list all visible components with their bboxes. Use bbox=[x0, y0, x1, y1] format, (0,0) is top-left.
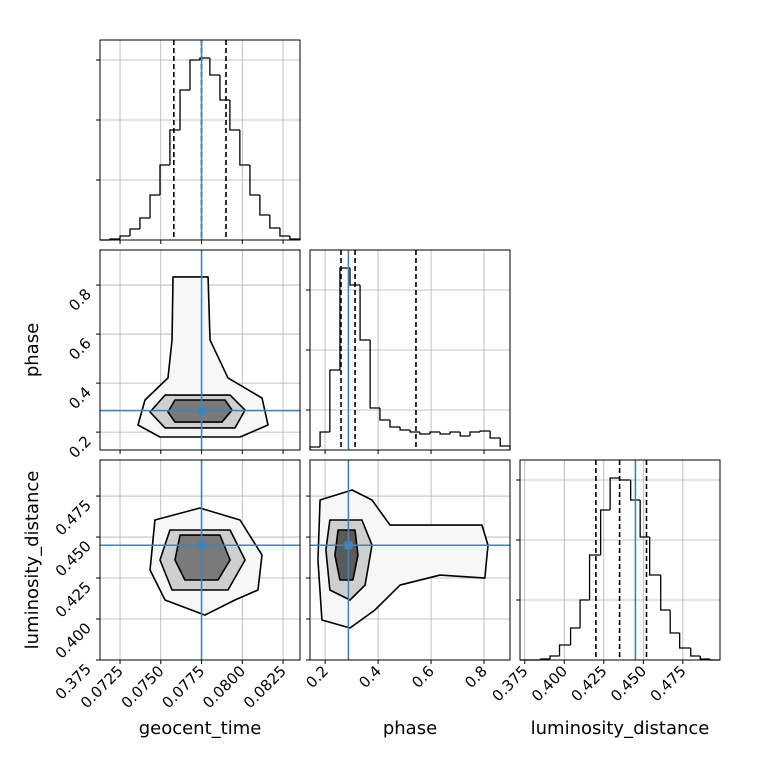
histogram-step bbox=[469, 431, 481, 436]
histogram-step bbox=[159, 164, 170, 195]
histogram-step bbox=[558, 644, 571, 656]
panel bbox=[306, 249, 511, 454]
histogram-step bbox=[289, 236, 301, 240]
histogram-step bbox=[279, 228, 290, 237]
panel: 0.2 0.4 0.6 0.8 phase bbox=[22, 249, 301, 462]
y-tick-label: 0.8 bbox=[65, 285, 95, 315]
contour bbox=[334, 529, 359, 581]
contour bbox=[174, 534, 231, 581]
histogram-step bbox=[329, 369, 340, 432]
histogram-step bbox=[359, 285, 371, 341]
histogram-step bbox=[389, 420, 401, 428]
histogram-step bbox=[588, 554, 601, 600]
histogram-step bbox=[259, 195, 270, 216]
histogram-step bbox=[669, 610, 680, 634]
histogram-step bbox=[699, 656, 710, 660]
x-tick-label: 0.8 bbox=[461, 662, 491, 692]
histogram-step bbox=[648, 537, 661, 576]
histogram-step bbox=[229, 100, 240, 131]
y-tick-label: 0.2 bbox=[65, 432, 95, 462]
y-tick-label: 0.450 bbox=[52, 537, 95, 580]
x-tick-label: 0.425 bbox=[568, 662, 611, 705]
x-tick-label: 0.0825 bbox=[240, 662, 290, 712]
histogram-step bbox=[319, 431, 330, 447]
histogram-step bbox=[189, 59, 200, 90]
histogram-step bbox=[239, 130, 250, 166]
histogram-step bbox=[599, 509, 611, 555]
histogram-step bbox=[119, 235, 130, 239]
x-tick-label: 0.0775 bbox=[159, 662, 209, 712]
x-tick-label: 0.0800 bbox=[199, 662, 249, 712]
histogram-step bbox=[139, 217, 151, 229]
histogram-step bbox=[249, 165, 260, 196]
histogram-step bbox=[399, 427, 411, 431]
panel bbox=[96, 39, 301, 244]
histogram-step bbox=[569, 627, 581, 645]
histogram-step bbox=[549, 655, 560, 659]
histogram-step bbox=[129, 228, 140, 236]
histogram-step bbox=[449, 431, 461, 434]
histogram-step bbox=[349, 268, 361, 286]
histogram-step bbox=[499, 438, 511, 450]
panel-frame bbox=[99, 249, 301, 451]
x-tick-label: 0.450 bbox=[607, 662, 650, 705]
histogram-step bbox=[219, 75, 230, 101]
panel-frame bbox=[309, 459, 511, 661]
histogram-step bbox=[339, 267, 350, 370]
histogram-step bbox=[690, 648, 701, 657]
histogram-step bbox=[419, 432, 430, 435]
histogram-step bbox=[199, 57, 210, 60]
panel-frame bbox=[99, 39, 301, 241]
histogram-step bbox=[439, 432, 451, 435]
histogram-step bbox=[630, 480, 641, 501]
histogram-step bbox=[609, 477, 620, 510]
y-tick-label: 0.6 bbox=[65, 334, 95, 364]
x-tick-label: 0.475 bbox=[647, 662, 690, 705]
panel: 0.2 0.4 0.6 0.8 phase bbox=[302, 459, 511, 739]
y-tick-label: 0.425 bbox=[52, 578, 95, 621]
histogram-step bbox=[479, 430, 491, 432]
y-axis-label: phase bbox=[22, 323, 43, 377]
truth-marker bbox=[197, 541, 206, 550]
histogram-step bbox=[660, 575, 671, 611]
x-tick-label: 0.375 bbox=[488, 662, 531, 705]
histogram-step bbox=[579, 599, 590, 628]
histogram-step bbox=[618, 478, 631, 481]
histogram-step bbox=[639, 500, 650, 538]
histogram-step bbox=[429, 431, 441, 434]
truth-marker bbox=[344, 541, 353, 550]
histogram-step bbox=[179, 89, 190, 130]
histogram-step bbox=[269, 215, 280, 229]
histogram-step bbox=[379, 408, 390, 421]
histogram-step bbox=[149, 194, 160, 218]
y-tick-label: 0.475 bbox=[52, 496, 95, 539]
panel-frame bbox=[309, 249, 511, 451]
y-axis-label: luminosity_distance bbox=[22, 471, 43, 650]
x-tick-label: 0.4 bbox=[355, 662, 385, 692]
histogram-step bbox=[209, 58, 220, 76]
x-tick-label: 0.0750 bbox=[118, 662, 168, 712]
histogram-step bbox=[679, 633, 691, 649]
panel: 0.07250.07500.07750.08000.08250.3750.400… bbox=[22, 459, 301, 739]
panel-frame bbox=[519, 459, 721, 661]
x-tick-label: 0.2 bbox=[302, 662, 332, 692]
x-axis-label: phase bbox=[383, 718, 437, 739]
truth-marker bbox=[197, 406, 206, 415]
x-axis-label: geocent_time bbox=[139, 718, 262, 739]
x-tick-label: 0.6 bbox=[408, 662, 438, 692]
histogram-step bbox=[409, 430, 420, 433]
panel-frame bbox=[99, 459, 301, 661]
x-axis-label: luminosity_distance bbox=[531, 718, 710, 739]
histogram-step bbox=[369, 340, 380, 409]
y-tick-label: 0.4 bbox=[65, 383, 95, 413]
y-tick-label: 0.400 bbox=[52, 619, 95, 662]
histogram-step bbox=[489, 431, 501, 439]
histogram-step bbox=[459, 432, 470, 437]
histogram-step bbox=[169, 129, 181, 165]
x-tick-label: 0.400 bbox=[528, 662, 571, 705]
